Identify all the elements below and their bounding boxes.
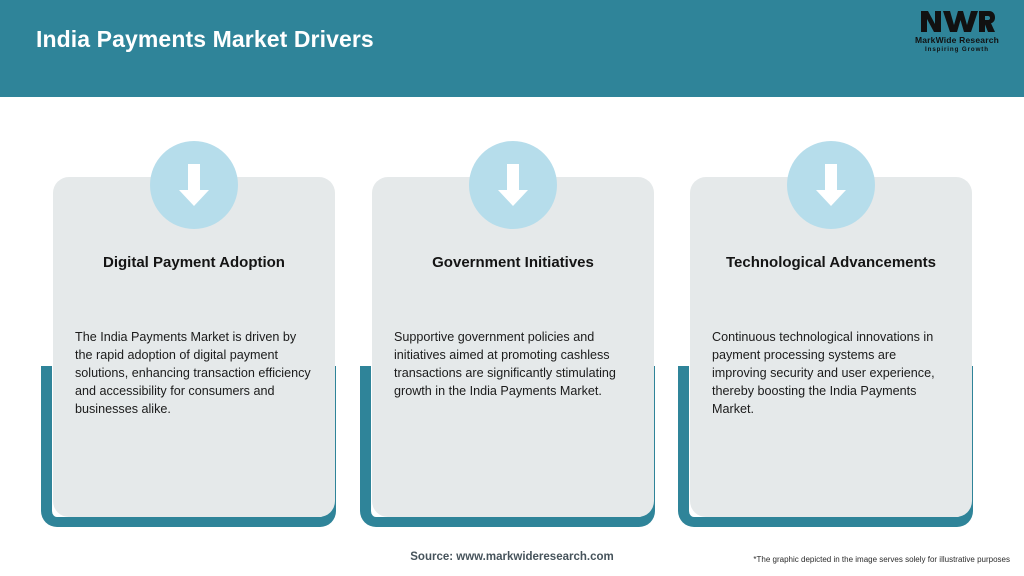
arrow-down-glyph bbox=[179, 164, 209, 206]
brand-logo: MarkWide Research Inspiring Growth bbox=[902, 8, 1012, 66]
card-surface: Technological Advancements Continuous te… bbox=[690, 141, 972, 517]
card-body-text: The India Payments Market is driven by t… bbox=[75, 330, 311, 416]
page-title: India Payments Market Drivers bbox=[36, 26, 374, 52]
logo-company-name: MarkWide Research bbox=[914, 35, 1000, 45]
driver-card-1[interactable]: Digital Payment Adoption The India Payme… bbox=[41, 141, 336, 547]
arrow-down-icon bbox=[787, 141, 875, 229]
mwr-logo-icon bbox=[921, 11, 995, 32]
arrow-down-icon bbox=[150, 141, 238, 229]
arrow-down-glyph bbox=[498, 164, 528, 206]
card-title: Digital Payment Adoption bbox=[103, 254, 285, 271]
arrow-down-glyph bbox=[816, 164, 846, 206]
card-surface: Digital Payment Adoption The India Payme… bbox=[53, 141, 335, 517]
card-title: Technological Advancements bbox=[725, 254, 937, 271]
card-body-text: Supportive government policies and initi… bbox=[394, 330, 616, 398]
card-surface: Government Initiatives Supportive govern… bbox=[372, 141, 654, 517]
source-label: Source: www.markwideresearch.com bbox=[410, 551, 614, 563]
page-header: India Payments Market Drivers MarkWide R… bbox=[0, 0, 1024, 97]
logo-tagline: Inspiring Growth bbox=[925, 46, 989, 53]
driver-card-3[interactable]: Technological Advancements Continuous te… bbox=[678, 141, 973, 547]
arrow-down-icon bbox=[469, 141, 557, 229]
driver-card-2[interactable]: Government Initiatives Supportive govern… bbox=[360, 141, 655, 547]
card-body-text: Continuous technological innovations in … bbox=[712, 330, 935, 416]
disclaimer-note: *The graphic depicted in the image serve… bbox=[753, 555, 1010, 564]
drivers-card-group: Digital Payment Adoption The India Payme… bbox=[0, 97, 1024, 576]
card-title: Government Initiatives bbox=[432, 254, 594, 271]
